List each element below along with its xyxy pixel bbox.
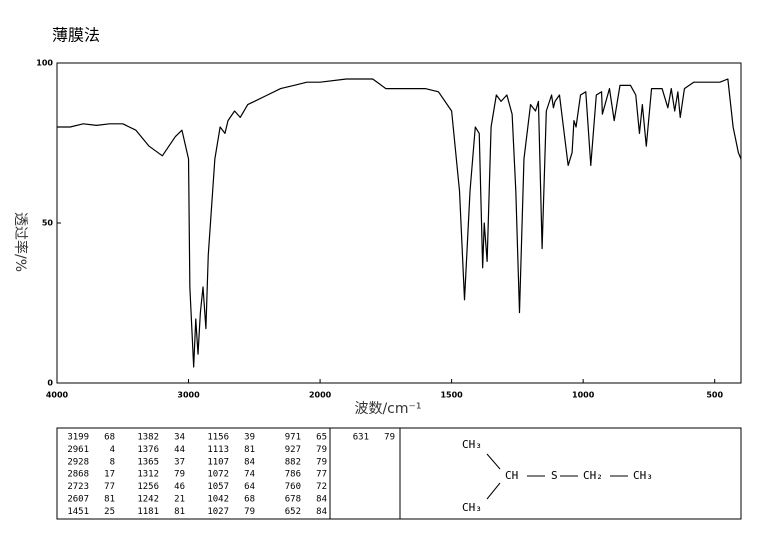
peak-transmittance: 65	[316, 433, 327, 443]
structure-bonds	[486, 453, 628, 500]
x-tick-label: 3000	[177, 391, 200, 400]
peak-wavenumber: 2723	[67, 482, 89, 492]
peak-wavenumber: 1365	[137, 457, 159, 467]
peak-transmittance: 81	[104, 495, 115, 505]
peak-transmittance: 84	[316, 507, 327, 517]
peak-wavenumber: 1312	[137, 470, 159, 480]
peak-transmittance: 68	[104, 433, 115, 443]
peak-wavenumber: 1181	[137, 507, 159, 517]
structure-group: CH₃	[633, 469, 653, 482]
peak-transmittance: 79	[316, 445, 327, 455]
structure-group: CH₃	[462, 501, 482, 514]
peak-wavenumber: 3199	[67, 433, 89, 443]
peak-transmittance: 34	[174, 433, 185, 443]
peak-wavenumber: 1451	[67, 507, 89, 517]
peak-wavenumber: 882	[285, 457, 301, 467]
peak-transmittance: 84	[316, 495, 327, 505]
peak-transmittance: 46	[174, 482, 185, 492]
y-tick-label: 50	[42, 219, 54, 228]
peak-wavenumber: 1242	[137, 495, 159, 505]
plot-frame	[56, 62, 742, 384]
peak-transmittance: 17	[104, 470, 115, 480]
peak-wavenumber: 1156	[207, 433, 229, 443]
chart-title: 薄膜法	[52, 26, 100, 45]
peak-transmittance: 68	[244, 495, 255, 505]
spectrum-line	[57, 78, 742, 368]
peak-transmittance: 77	[316, 470, 327, 480]
peak-transmittance: 77	[104, 482, 115, 492]
peak-wavenumber: 1072	[207, 470, 229, 480]
structure-group: S	[551, 469, 558, 482]
peak-wavenumber: 1042	[207, 495, 229, 505]
x-tick-label: 1500	[440, 391, 463, 400]
peak-transmittance: 72	[316, 482, 327, 492]
peak-transmittance: 39	[244, 433, 255, 443]
x-tick-label: 1000	[572, 391, 595, 400]
structure-group: CH₃	[462, 438, 482, 451]
peak-transmittance: 8	[110, 457, 115, 467]
x-axis-label: 波数/cm⁻¹	[354, 401, 421, 417]
peak-wavenumber: 1027	[207, 507, 229, 517]
peak-wavenumber: 678	[285, 495, 301, 505]
peak-table-frame	[56, 427, 742, 520]
peak-transmittance: 25	[104, 507, 115, 517]
peak-wavenumber: 2607	[67, 495, 89, 505]
peak-transmittance: 79	[384, 433, 395, 443]
peak-transmittance: 44	[174, 445, 185, 455]
peak-wavenumber: 927	[285, 445, 301, 455]
peak-wavenumber: 1107	[207, 457, 229, 467]
structure-group: CH₂	[583, 469, 603, 482]
peak-wavenumber: 631	[353, 433, 369, 443]
y-tick-label: 0	[47, 379, 53, 388]
peak-transmittance: 81	[174, 507, 185, 517]
peak-transmittance: 21	[174, 495, 185, 505]
peak-wavenumber: 1382	[137, 433, 159, 443]
x-tick-label: 2000	[309, 391, 332, 400]
peak-wavenumber: 786	[285, 470, 301, 480]
x-tick-label: 4000	[46, 391, 69, 400]
peak-wavenumber: 2928	[67, 457, 89, 467]
peak-transmittance: 64	[244, 482, 255, 492]
peak-transmittance: 79	[244, 507, 255, 517]
peak-wavenumber: 1113	[207, 445, 229, 455]
peak-wavenumber: 1256	[137, 482, 159, 492]
peak-wavenumber: 971	[285, 433, 301, 443]
peak-transmittance: 84	[244, 457, 255, 467]
y-axis-label: 透过率/%	[12, 212, 29, 272]
peak-wavenumber: 1057	[207, 482, 229, 492]
peak-transmittance: 37	[174, 457, 185, 467]
peak-wavenumber: 2868	[67, 470, 89, 480]
structure-group: CH	[505, 469, 518, 482]
peak-wavenumber: 652	[285, 507, 301, 517]
peak-wavenumber: 760	[285, 482, 301, 492]
x-tick-label: 500	[706, 391, 723, 400]
peak-transmittance: 79	[174, 470, 185, 480]
peak-wavenumber: 2961	[67, 445, 89, 455]
peak-transmittance: 81	[244, 445, 255, 455]
peak-transmittance: 79	[316, 457, 327, 467]
peak-transmittance: 4	[110, 445, 115, 455]
peak-transmittance: 74	[244, 470, 255, 480]
y-tick-label: 100	[36, 59, 53, 68]
peak-wavenumber: 1376	[137, 445, 159, 455]
